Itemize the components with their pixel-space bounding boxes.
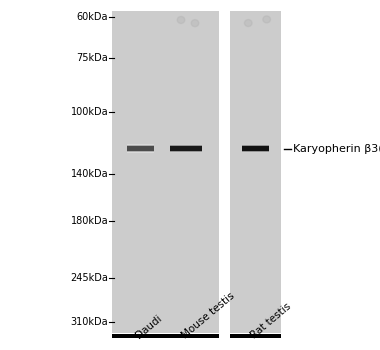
Bar — [170, 146, 202, 151]
Bar — [127, 145, 154, 146]
Bar — [170, 145, 202, 146]
Bar — [127, 151, 154, 152]
Text: 180kDa: 180kDa — [71, 216, 108, 226]
Bar — [127, 146, 154, 151]
Bar — [127, 149, 154, 150]
Bar — [242, 152, 269, 153]
Text: Karyopherin β3(IPO5): Karyopherin β3(IPO5) — [293, 144, 380, 154]
Bar — [242, 146, 269, 151]
Bar — [242, 149, 269, 150]
Bar — [242, 145, 269, 146]
Bar — [112, 334, 218, 338]
Bar — [170, 152, 202, 153]
Circle shape — [263, 16, 271, 23]
Bar — [127, 146, 154, 148]
Bar — [242, 146, 269, 148]
Text: 60kDa: 60kDa — [77, 12, 108, 22]
Bar — [170, 147, 202, 149]
Bar — [170, 144, 202, 145]
Bar — [242, 150, 269, 151]
Bar — [127, 150, 154, 151]
Bar — [242, 144, 269, 145]
Bar — [230, 334, 281, 338]
Circle shape — [191, 20, 199, 27]
Text: Mouse testis: Mouse testis — [180, 290, 236, 340]
Bar — [170, 151, 202, 152]
Circle shape — [244, 20, 252, 27]
Bar — [170, 149, 202, 150]
Circle shape — [177, 16, 185, 23]
Text: Daudi: Daudi — [134, 313, 164, 340]
Text: Rat testis: Rat testis — [249, 301, 293, 340]
Bar — [170, 146, 202, 148]
Bar — [230, 10, 281, 332]
Bar — [112, 10, 218, 332]
Text: 75kDa: 75kDa — [76, 53, 108, 63]
Text: 245kDa: 245kDa — [70, 273, 108, 283]
Bar — [242, 151, 269, 152]
Text: 100kDa: 100kDa — [71, 107, 108, 117]
Text: 310kDa: 310kDa — [71, 317, 108, 327]
Bar — [242, 147, 269, 149]
Bar — [170, 150, 202, 151]
Bar — [127, 144, 154, 145]
Bar — [127, 147, 154, 149]
Text: 140kDa: 140kDa — [71, 169, 108, 179]
Bar — [127, 152, 154, 153]
